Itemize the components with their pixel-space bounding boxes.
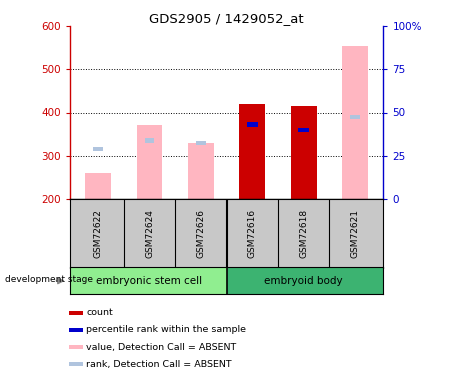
Text: development stage: development stage	[5, 274, 92, 284]
Bar	[69, 345, 83, 349]
Bar	[350, 115, 360, 119]
Bar	[291, 106, 317, 199]
Bar	[188, 143, 214, 199]
Bar	[70, 267, 226, 294]
Bar	[239, 104, 265, 199]
Text: count: count	[87, 308, 113, 317]
Bar	[69, 311, 83, 315]
Bar	[226, 267, 383, 294]
Bar	[145, 138, 154, 143]
Bar	[342, 46, 368, 199]
Text: rank, Detection Call = ABSENT: rank, Detection Call = ABSENT	[87, 360, 232, 369]
Title: GDS2905 / 1429052_at: GDS2905 / 1429052_at	[149, 12, 304, 25]
Text: GSM72621: GSM72621	[350, 209, 359, 258]
Text: GSM72618: GSM72618	[299, 209, 308, 258]
Bar	[298, 128, 309, 132]
Text: GSM72616: GSM72616	[248, 209, 257, 258]
Text: embryonic stem cell: embryonic stem cell	[97, 276, 202, 286]
Bar	[137, 125, 162, 199]
Bar	[196, 141, 206, 145]
Text: embryoid body: embryoid body	[264, 276, 343, 286]
Text: GSM72624: GSM72624	[145, 209, 154, 258]
Bar	[85, 173, 111, 199]
Text: GSM72622: GSM72622	[94, 209, 103, 258]
Bar	[93, 147, 103, 151]
Text: GSM72626: GSM72626	[197, 209, 206, 258]
Bar	[69, 328, 83, 332]
Bar	[69, 362, 83, 366]
Bar	[247, 122, 258, 127]
Text: value, Detection Call = ABSENT: value, Detection Call = ABSENT	[87, 342, 237, 351]
Text: percentile rank within the sample: percentile rank within the sample	[87, 326, 247, 334]
